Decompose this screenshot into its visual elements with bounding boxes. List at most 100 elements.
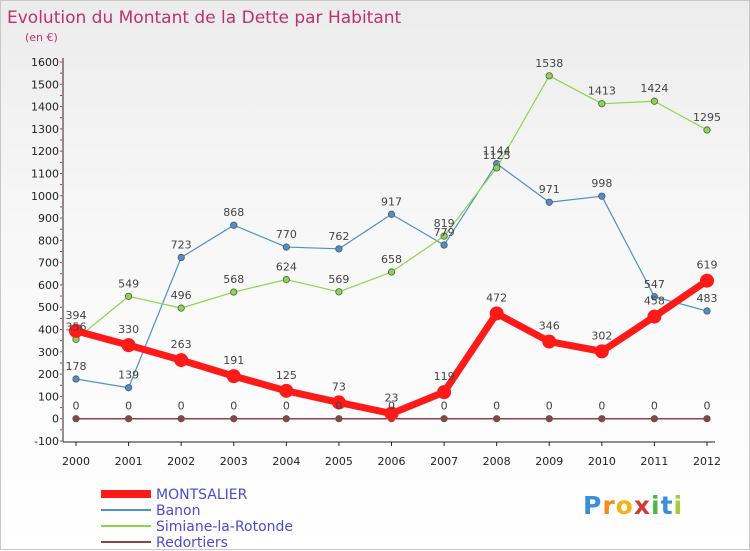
data-label-redortiers: 0 xyxy=(283,400,290,413)
data-point-montsalier xyxy=(647,309,662,324)
y-tick-label: 1600 xyxy=(31,56,59,69)
data-point-montsalier xyxy=(69,323,83,338)
data-label-redortiers: 0 xyxy=(178,400,185,413)
y-tick-label: 200 xyxy=(38,368,59,381)
y-tick-label: 600 xyxy=(38,279,59,292)
y-tick-label: 0 xyxy=(52,413,59,426)
y-tick-label: 700 xyxy=(38,257,59,270)
data-label-redortiers: 0 xyxy=(598,400,605,413)
y-tick-label: 400 xyxy=(38,324,59,337)
data-point-simiane-la-rotonde xyxy=(650,97,659,105)
y-tick-label: 300 xyxy=(38,346,59,359)
data-point-montsalier xyxy=(279,383,294,398)
data-label-montsalier: 302 xyxy=(591,329,612,342)
data-point-banon xyxy=(703,307,711,315)
data-label-redortiers: 0 xyxy=(546,400,553,413)
data-label-montsalier: 119 xyxy=(434,370,455,383)
data-point-simiane-la-rotonde xyxy=(335,288,343,296)
data-label-redortiers: 0 xyxy=(230,400,237,413)
data-point-redortiers xyxy=(335,415,343,423)
data-label-redortiers: 0 xyxy=(493,400,500,413)
x-tick-label: 2001 xyxy=(115,455,143,468)
data-point-banon xyxy=(72,375,80,383)
data-label-redortiers: 0 xyxy=(651,400,658,413)
data-label-redortiers: 0 xyxy=(704,400,711,413)
data-point-simiane-la-rotonde xyxy=(282,275,290,284)
y-tick-label: 1400 xyxy=(31,101,59,114)
data-label-banon: 868 xyxy=(223,206,244,219)
data-point-simiane-la-rotonde xyxy=(598,100,606,108)
data-label-banon: 762 xyxy=(328,230,349,243)
data-point-montsalier xyxy=(489,306,504,321)
legend-label-redortiers: Redortiers xyxy=(156,535,228,551)
data-label-montsalier: 23 xyxy=(385,392,399,405)
data-label-banon: 779 xyxy=(434,226,455,239)
y-tick-label: 1100 xyxy=(31,167,59,180)
data-point-redortiers xyxy=(703,415,711,423)
data-label-redortiers: 0 xyxy=(441,400,448,413)
data-label-montsalier: 330 xyxy=(118,323,139,336)
data-point-banon xyxy=(650,293,659,301)
legend-label-simiane-la-rotonde: Simiane-la-Rotonde xyxy=(156,519,293,535)
data-point-montsalier xyxy=(437,385,452,400)
data-label-banon: 139 xyxy=(118,369,139,382)
data-point-montsalier xyxy=(331,395,346,410)
data-point-redortiers xyxy=(72,415,80,423)
data-point-simiane-la-rotonde xyxy=(387,268,396,276)
data-label-banon: 917 xyxy=(381,195,402,208)
y-tick-label: 800 xyxy=(38,234,59,247)
data-label-simiane-la-rotonde: 568 xyxy=(223,273,244,286)
data-label-simiane-la-rotonde: 496 xyxy=(171,289,192,302)
chart-title: Evolution du Montant de la Dette par Hab… xyxy=(7,8,402,28)
y-tick-label: 1000 xyxy=(31,190,59,203)
data-point-redortiers xyxy=(440,415,448,423)
legend-label-banon: Banon xyxy=(156,503,201,519)
data-label-banon: 998 xyxy=(591,177,612,190)
data-label-simiane-la-rotonde: 356 xyxy=(66,320,87,333)
data-point-banon xyxy=(124,384,133,392)
data-point-montsalier xyxy=(594,344,609,359)
data-point-montsalier xyxy=(384,406,399,421)
series-layer xyxy=(69,72,714,423)
x-tick-label: 2009 xyxy=(535,455,563,468)
data-point-simiane-la-rotonde xyxy=(124,292,133,300)
y-tick-label: 1500 xyxy=(31,78,59,91)
data-label-banon: 483 xyxy=(697,292,718,305)
data-label-redortiers: 0 xyxy=(73,400,80,413)
data-point-montsalier xyxy=(542,334,557,349)
data-point-montsalier xyxy=(121,338,136,353)
y-tick-label: 1300 xyxy=(31,123,59,136)
data-point-redortiers xyxy=(598,415,606,423)
data-label-simiane-la-rotonde: 1424 xyxy=(640,82,668,95)
data-label-simiane-la-rotonde: 549 xyxy=(118,277,139,290)
x-tick-label: 2002 xyxy=(167,455,195,468)
data-label-montsalier: 394 xyxy=(66,309,87,322)
data-label-simiane-la-rotonde: 1413 xyxy=(588,85,616,98)
data-label-simiane-la-rotonde: 819 xyxy=(434,217,455,230)
x-tick-label: 2004 xyxy=(272,455,300,468)
data-label-montsalier: 125 xyxy=(276,369,297,382)
data-point-simiane-la-rotonde xyxy=(545,72,553,80)
data-point-montsalier xyxy=(174,353,189,368)
x-tick-label: 2008 xyxy=(483,455,511,468)
data-point-banon xyxy=(282,243,290,251)
data-point-montsalier xyxy=(226,369,241,384)
proxiti-logo: Proxiti xyxy=(583,491,684,520)
data-label-banon: 547 xyxy=(644,278,665,291)
y-tick-label: -100 xyxy=(34,435,59,448)
data-point-simiane-la-rotonde xyxy=(230,288,238,296)
data-label-montsalier: 619 xyxy=(697,259,718,272)
data-point-banon xyxy=(335,245,343,253)
data-label-banon: 723 xyxy=(171,239,192,252)
data-point-banon xyxy=(230,221,238,229)
legend-label-montsalier: MONTSALIER xyxy=(156,487,248,503)
data-label-redortiers: 0 xyxy=(125,400,132,413)
data-label-simiane-la-rotonde: 658 xyxy=(381,253,402,266)
data-label-simiane-la-rotonde: 1295 xyxy=(693,111,721,124)
x-tick-label: 2010 xyxy=(588,455,616,468)
legend: MONTSALIERBanonSimiane-la-RotondeRedorti… xyxy=(101,487,293,551)
y-tick-label: 100 xyxy=(38,390,59,403)
y-tick-label: 1200 xyxy=(31,145,59,158)
data-point-simiane-la-rotonde xyxy=(493,164,501,172)
